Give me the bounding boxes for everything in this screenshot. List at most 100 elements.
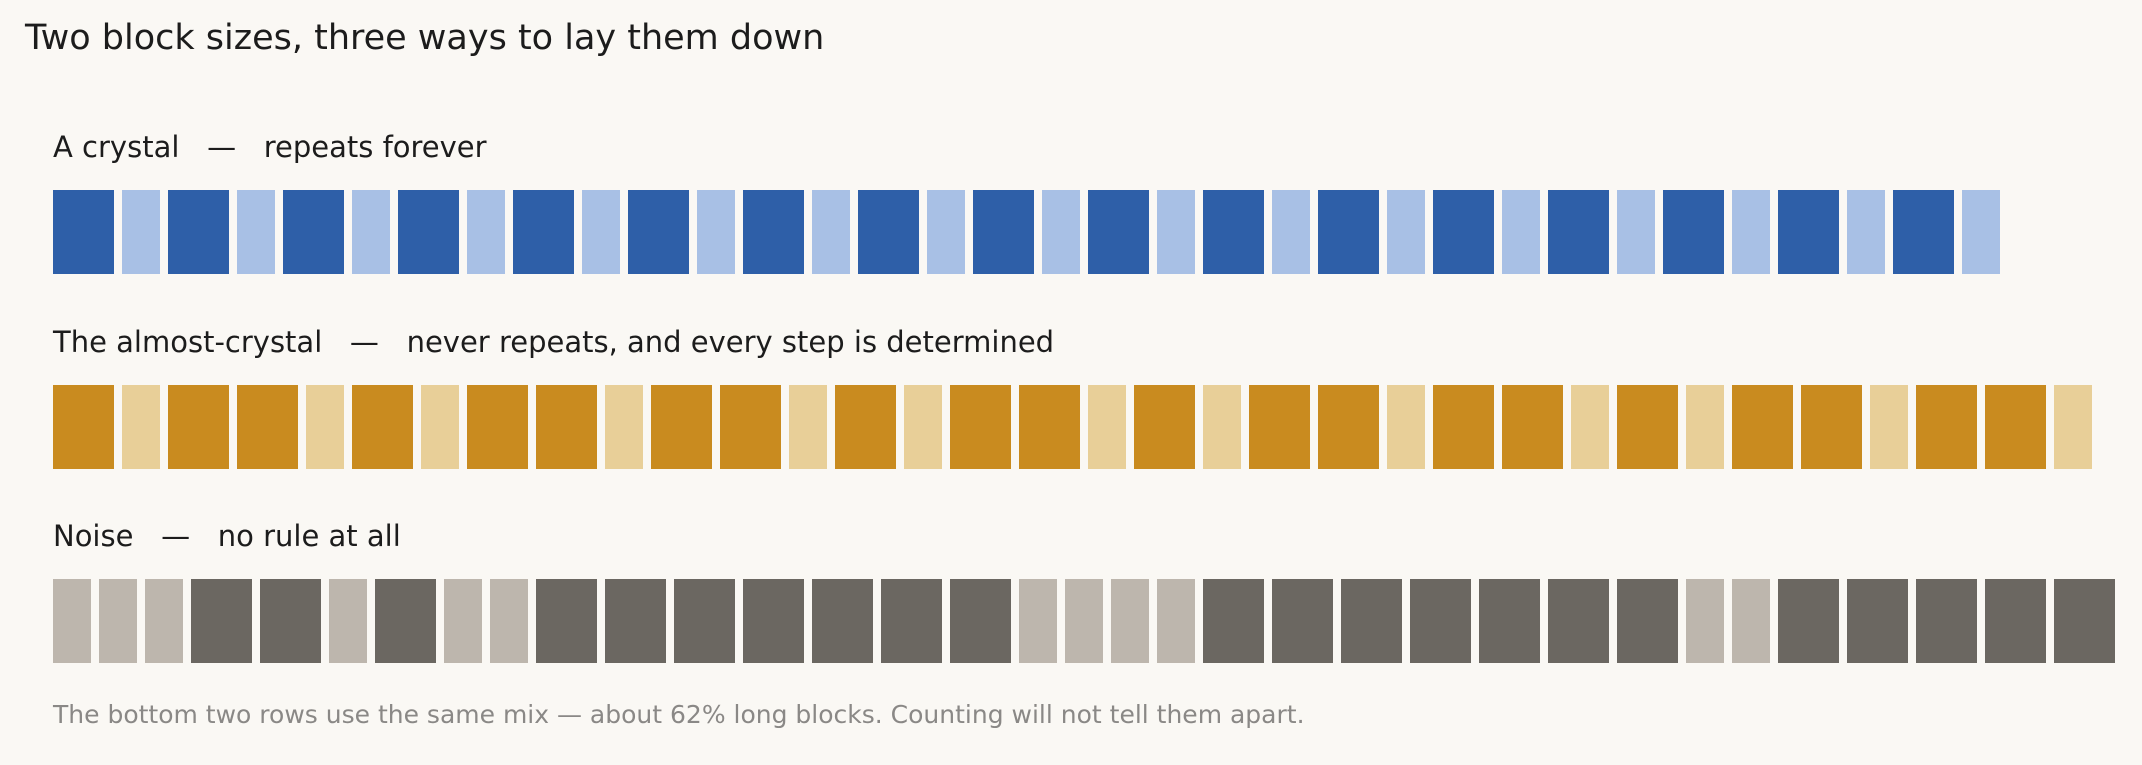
- long-block: [1019, 385, 1080, 469]
- long-block: [1088, 190, 1149, 274]
- short-block: [1203, 385, 1241, 469]
- long-block: [1778, 579, 1839, 663]
- long-block: [168, 385, 229, 469]
- long-block: [1893, 190, 1954, 274]
- long-block: [1249, 385, 1310, 469]
- long-block: [950, 385, 1011, 469]
- long-block: [1916, 579, 1977, 663]
- short-block: [1571, 385, 1609, 469]
- short-block: [1272, 190, 1310, 274]
- long-block: [283, 190, 344, 274]
- long-block: [743, 190, 804, 274]
- long-block: [835, 385, 896, 469]
- long-block: [375, 579, 436, 663]
- long-block: [1985, 385, 2046, 469]
- long-block: [467, 385, 528, 469]
- long-block: [237, 385, 298, 469]
- short-block: [145, 579, 183, 663]
- long-block: [260, 579, 321, 663]
- short-block: [1042, 190, 1080, 274]
- short-block: [1732, 579, 1770, 663]
- short-block: [1088, 385, 1126, 469]
- long-block: [1318, 385, 1379, 469]
- long-block: [1203, 579, 1264, 663]
- short-block: [1617, 190, 1655, 274]
- long-block: [743, 579, 804, 663]
- long-block: [1318, 190, 1379, 274]
- long-block: [1272, 579, 1333, 663]
- long-block: [1548, 190, 1609, 274]
- long-block: [536, 579, 597, 663]
- short-block: [306, 385, 344, 469]
- short-block: [490, 579, 528, 663]
- short-block: [1732, 190, 1770, 274]
- row-name: A crystal: [53, 130, 180, 164]
- long-block: [1617, 579, 1678, 663]
- long-block: [1341, 579, 1402, 663]
- short-block: [237, 190, 275, 274]
- short-block: [1870, 385, 1908, 469]
- short-block: [904, 385, 942, 469]
- long-block: [1502, 385, 1563, 469]
- long-block: [168, 190, 229, 274]
- short-block: [605, 385, 643, 469]
- long-block: [605, 579, 666, 663]
- long-block: [191, 579, 252, 663]
- short-block: [1387, 190, 1425, 274]
- long-block: [513, 190, 574, 274]
- short-block: [1157, 579, 1195, 663]
- short-block: [122, 385, 160, 469]
- short-block: [1962, 190, 2000, 274]
- row-description: repeats forever: [263, 130, 487, 164]
- long-block: [881, 579, 942, 663]
- long-block: [1134, 385, 1195, 469]
- long-block: [628, 190, 689, 274]
- short-block: [329, 579, 367, 663]
- short-block: [1065, 579, 1103, 663]
- long-block: [536, 385, 597, 469]
- long-block: [1433, 385, 1494, 469]
- row-separator: —: [349, 325, 379, 359]
- row-separator: —: [161, 519, 191, 553]
- short-block: [467, 190, 505, 274]
- short-block: [1502, 190, 1540, 274]
- short-block: [1111, 579, 1149, 663]
- short-block: [1686, 579, 1724, 663]
- short-block: [352, 190, 390, 274]
- row-description: no rule at all: [217, 519, 401, 553]
- row-description: never repeats, and every step is determi…: [406, 325, 1055, 359]
- long-block: [1732, 385, 1793, 469]
- long-block: [1410, 579, 1471, 663]
- short-block: [1019, 579, 1057, 663]
- short-block: [697, 190, 735, 274]
- long-block: [1203, 190, 1264, 274]
- long-block: [1548, 579, 1609, 663]
- long-block: [398, 190, 459, 274]
- short-block: [421, 385, 459, 469]
- short-block: [1387, 385, 1425, 469]
- long-block: [812, 579, 873, 663]
- long-block: [1985, 579, 2046, 663]
- short-block: [2054, 385, 2092, 469]
- long-block: [858, 190, 919, 274]
- row-separator: —: [207, 130, 237, 164]
- short-block: [812, 190, 850, 274]
- long-block: [352, 385, 413, 469]
- short-block: [53, 579, 91, 663]
- short-block: [1847, 190, 1885, 274]
- row-name: Noise: [53, 519, 134, 553]
- row-label-almost-crystal: The almost-crystal — never repeats, and …: [53, 325, 1054, 359]
- long-block: [674, 579, 735, 663]
- row-label-crystal: A crystal — repeats forever: [53, 130, 487, 164]
- page-title: Two block sizes, three ways to lay them …: [25, 18, 825, 58]
- long-block: [1778, 190, 1839, 274]
- long-block: [1617, 385, 1678, 469]
- row-label-noise: Noise — no rule at all: [53, 519, 401, 553]
- short-block: [1686, 385, 1724, 469]
- footnote: The bottom two rows use the same mix — a…: [53, 700, 1305, 729]
- long-block: [53, 190, 114, 274]
- long-block: [1663, 190, 1724, 274]
- long-block: [2054, 579, 2115, 663]
- long-block: [1847, 579, 1908, 663]
- short-block: [789, 385, 827, 469]
